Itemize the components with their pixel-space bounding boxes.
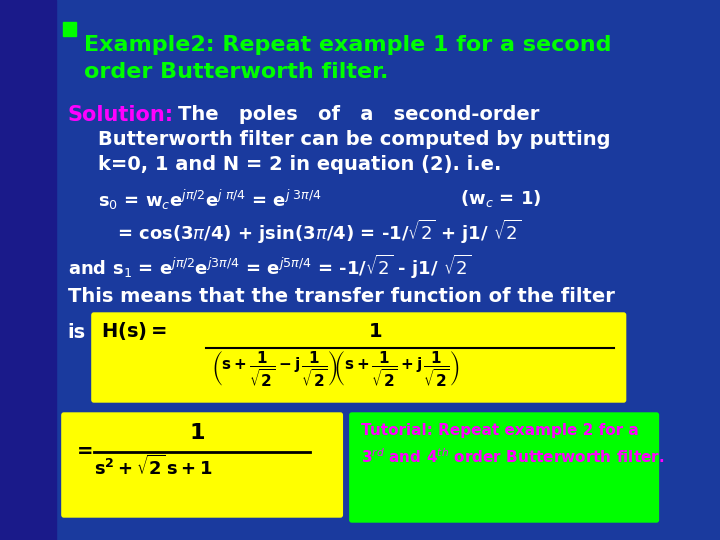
Text: $\mathbf{=}$: $\mathbf{=}$ [73,440,94,459]
FancyBboxPatch shape [92,313,626,402]
Text: $\mathbf{1}$: $\mathbf{1}$ [368,322,382,341]
Text: 3$^{rd}$ and 4$^{th}$ order Butterworth filter.: 3$^{rd}$ and 4$^{th}$ order Butterworth … [361,447,665,465]
Text: order Butterworth filter.: order Butterworth filter. [84,62,389,82]
Text: $\mathbf{s^2 + \sqrt{2}\,s + 1}$: $\mathbf{s^2 + \sqrt{2}\,s + 1}$ [94,455,212,479]
Text: The   poles   of   a   second-order: The poles of a second-order [179,105,539,124]
Text: Example2: Repeat example 1 for a second: Example2: Repeat example 1 for a second [84,35,612,55]
FancyBboxPatch shape [350,413,659,522]
Text: is: is [68,323,86,342]
Text: Butterworth filter can be computed by putting: Butterworth filter can be computed by pu… [99,130,611,149]
Text: This means that the transfer function of the filter: This means that the transfer function of… [68,287,614,306]
Text: = cos(3$\pi$/4) + jsin(3$\pi$/4) = -1/$\sqrt{2}$ + j1/ $\sqrt{2}$: = cos(3$\pi$/4) + jsin(3$\pi$/4) = -1/$\… [117,218,522,246]
Text: and s$_1$ = e$^{j\pi/2}$e$^{j3\pi/4}$ = e$^{j5\pi/4}$ = -1/$\sqrt{2}$ - j1/ $\sq: and s$_1$ = e$^{j\pi/2}$e$^{j3\pi/4}$ = … [68,253,471,281]
Bar [63,22,76,36]
Text: $\mathbf{1}$: $\mathbf{1}$ [189,423,205,443]
Text: k=0, 1 and N = 2 in equation (2). i.e.: k=0, 1 and N = 2 in equation (2). i.e. [99,155,502,174]
Text: Tutorial: Repeat example 2 for a: Tutorial: Repeat example 2 for a [361,423,639,438]
Text: (w$_c$ = 1): (w$_c$ = 1) [459,188,541,209]
Text: Solution:: Solution: [68,105,174,125]
Text: $\mathbf{H(s) =}$: $\mathbf{H(s) =}$ [102,320,167,342]
Text: $\mathbf{\left(s + \dfrac{1}{\sqrt{2}} - j\,\dfrac{1}{\sqrt{2}}\right)\!\!\left(: $\mathbf{\left(s + \dfrac{1}{\sqrt{2}} -… [211,350,460,389]
Text: s$_0$ = w$_c$e$^{j\pi/2}$e$^{j\ \pi/4}$ = e$^{j\ 3\pi/4}$: s$_0$ = w$_c$e$^{j\pi/2}$e$^{j\ \pi/4}$ … [99,188,323,212]
FancyBboxPatch shape [62,413,342,517]
Bar [0,0,56,540]
